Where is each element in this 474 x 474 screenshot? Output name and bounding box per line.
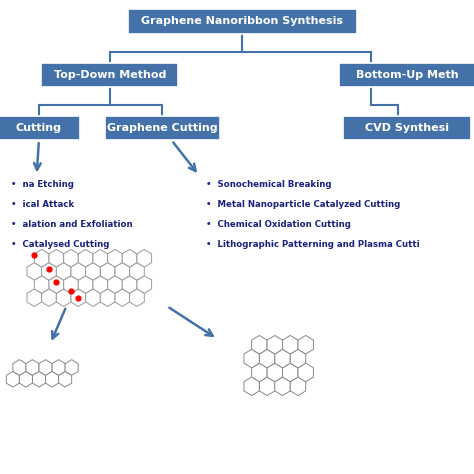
Polygon shape	[64, 276, 78, 293]
Polygon shape	[122, 276, 137, 293]
Polygon shape	[59, 372, 72, 387]
Polygon shape	[19, 372, 32, 387]
Polygon shape	[32, 372, 46, 387]
Text: Cutting: Cutting	[16, 123, 62, 133]
Polygon shape	[56, 263, 71, 280]
Polygon shape	[298, 336, 313, 354]
Polygon shape	[78, 276, 93, 293]
Polygon shape	[46, 372, 59, 387]
FancyBboxPatch shape	[41, 63, 178, 87]
Polygon shape	[252, 336, 267, 354]
Polygon shape	[42, 289, 56, 306]
Polygon shape	[6, 372, 19, 387]
Polygon shape	[267, 363, 283, 382]
Polygon shape	[137, 249, 152, 267]
Text: Graphene Nanoribbon Synthesis: Graphene Nanoribbon Synthesis	[142, 16, 344, 27]
Text: •  Metal Nanoparticle Catalyzed Cutting: • Metal Nanoparticle Catalyzed Cutting	[206, 200, 400, 209]
FancyBboxPatch shape	[128, 9, 357, 34]
Polygon shape	[49, 249, 64, 267]
Polygon shape	[129, 289, 144, 306]
Polygon shape	[115, 263, 129, 280]
Text: •  Catalysed Cutting: • Catalysed Cutting	[11, 240, 110, 249]
Polygon shape	[65, 360, 78, 375]
Polygon shape	[275, 349, 290, 368]
Polygon shape	[122, 249, 137, 267]
Text: •  alation and Exfoliation: • alation and Exfoliation	[11, 220, 133, 229]
Text: •  Chemical Oxidation Cutting: • Chemical Oxidation Cutting	[206, 220, 351, 229]
Text: Top-Down Method: Top-Down Method	[54, 70, 166, 80]
Polygon shape	[86, 263, 100, 280]
Polygon shape	[93, 249, 108, 267]
Text: •  ical Attack: • ical Attack	[11, 200, 75, 209]
Polygon shape	[64, 249, 78, 267]
Polygon shape	[26, 360, 39, 375]
Polygon shape	[100, 263, 115, 280]
Polygon shape	[71, 289, 86, 306]
Polygon shape	[56, 289, 71, 306]
Text: •  Lithographic Patterning and Plasma Cutti: • Lithographic Patterning and Plasma Cut…	[206, 240, 419, 249]
Polygon shape	[86, 289, 100, 306]
Polygon shape	[71, 263, 86, 280]
Polygon shape	[49, 276, 64, 293]
Polygon shape	[52, 360, 65, 375]
FancyBboxPatch shape	[105, 116, 219, 140]
Polygon shape	[267, 336, 283, 354]
Polygon shape	[27, 289, 42, 306]
Polygon shape	[259, 377, 275, 395]
Polygon shape	[259, 349, 275, 368]
Polygon shape	[129, 263, 144, 280]
Text: Bottom-Up Meth: Bottom-Up Meth	[356, 70, 458, 80]
Polygon shape	[298, 363, 313, 382]
Polygon shape	[93, 276, 108, 293]
Polygon shape	[108, 249, 122, 267]
Polygon shape	[108, 276, 122, 293]
Polygon shape	[42, 263, 56, 280]
Polygon shape	[283, 363, 298, 382]
Text: CVD Synthesi: CVD Synthesi	[365, 123, 449, 133]
Polygon shape	[100, 289, 115, 306]
FancyBboxPatch shape	[0, 116, 80, 140]
Polygon shape	[39, 360, 52, 375]
Polygon shape	[78, 249, 93, 267]
Polygon shape	[13, 360, 26, 375]
Text: Graphene Cutting: Graphene Cutting	[107, 123, 218, 133]
Text: •  na Etching: • na Etching	[11, 180, 74, 189]
Polygon shape	[27, 263, 42, 280]
Polygon shape	[275, 377, 290, 395]
Polygon shape	[115, 289, 129, 306]
Polygon shape	[290, 349, 306, 368]
Polygon shape	[137, 276, 152, 293]
FancyBboxPatch shape	[338, 63, 474, 87]
Polygon shape	[283, 336, 298, 354]
Polygon shape	[244, 377, 259, 395]
Polygon shape	[290, 377, 306, 395]
FancyBboxPatch shape	[343, 116, 471, 140]
Polygon shape	[244, 349, 259, 368]
Text: •  Sonochemical Breaking: • Sonochemical Breaking	[206, 180, 331, 189]
Polygon shape	[34, 249, 49, 267]
Polygon shape	[252, 363, 267, 382]
Polygon shape	[34, 276, 49, 293]
